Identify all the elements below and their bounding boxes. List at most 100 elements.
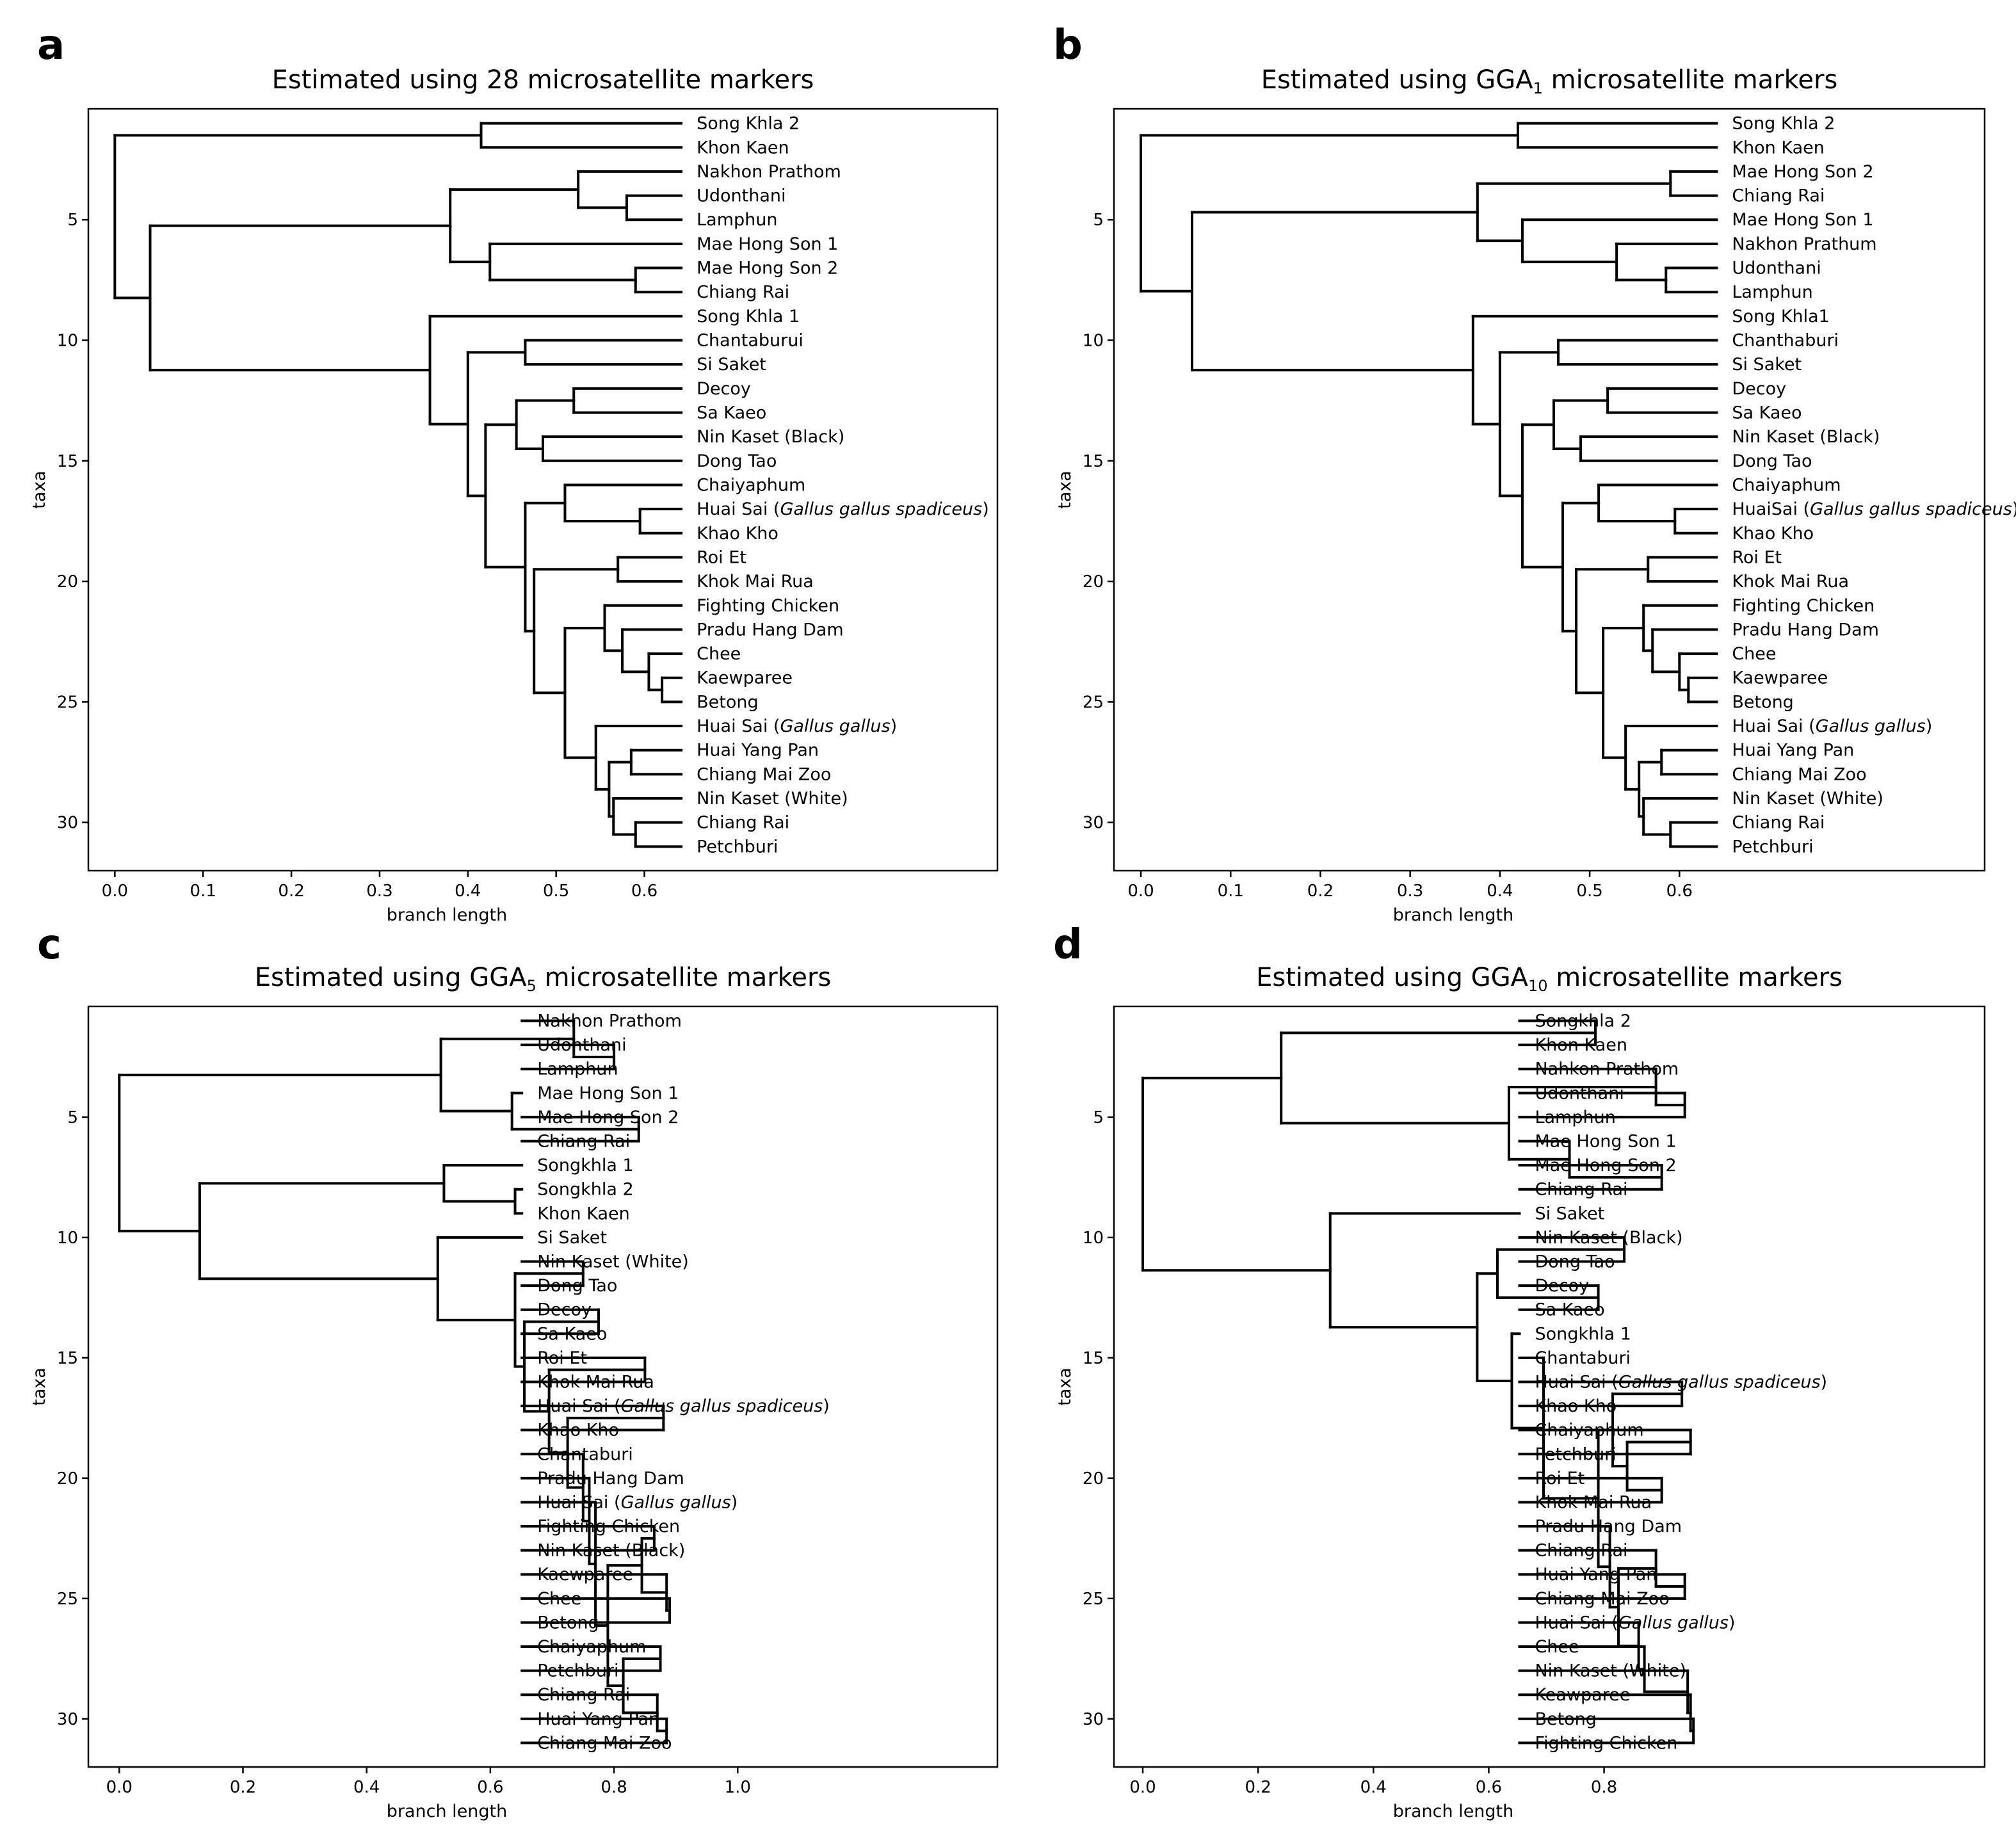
leaf-name: Petchburi [1535, 1444, 1616, 1464]
x-tick-label: 0.2 [230, 1778, 256, 1797]
leaf-name: Dong Tao [1732, 451, 1812, 471]
leaf-name: Chaiyaphum [537, 1637, 646, 1657]
leaf-name: Huai Sai ( [1535, 1613, 1618, 1633]
leaf-label: Fighting Chicken [1535, 1733, 1677, 1753]
leaf-name: Khok Mai Rua [1732, 572, 1849, 592]
leaf-name: Huai Sai ( [1535, 1372, 1618, 1392]
leaf-name: Dong Tao [537, 1276, 617, 1296]
x-tick-label: 0.2 [1307, 882, 1334, 901]
leaf-name: Chanthaburi [1732, 331, 1839, 351]
leaf-name: Chiang Mai Zoo [1732, 764, 1866, 784]
leaf-name: Dong Tao [697, 451, 777, 471]
leaf-species: Gallus gallus [621, 1492, 731, 1512]
leaf-name: Song Khla1 [1732, 307, 1830, 327]
leaf-label: Udonthani [1732, 259, 1821, 278]
leaf-label: Song Khla 1 [697, 307, 800, 327]
y-tick-label: 10 [1083, 332, 1104, 351]
leaf-label: Huai Sai (Gallus gallus spadiceus) [537, 1396, 830, 1416]
panel-letter: d [1053, 921, 1083, 969]
y-tick-label: 25 [1083, 1590, 1104, 1609]
leaf-label: Si Saket [1732, 355, 1802, 375]
x-tick-label: 0.6 [477, 1778, 503, 1797]
x-tick-label: 0.0 [1127, 882, 1154, 901]
leaf-label: Chiang Rai [537, 1132, 630, 1152]
leaf-name: Chantaburi [537, 1444, 633, 1464]
leaf-label: Betong [1535, 1709, 1597, 1729]
y-tick-label: 10 [57, 1229, 78, 1248]
leaf-label: Betong [537, 1613, 599, 1633]
leaf-label: Lamphun [1732, 282, 1812, 302]
leaf-name: Huai Yang Pan [1732, 741, 1854, 761]
leaf-name: Chiang Mai Zoo [1535, 1589, 1669, 1609]
y-tick-label: 25 [57, 693, 78, 712]
leaf-name: Chiang Rai [537, 1685, 630, 1705]
leaf-label: Chee [537, 1589, 581, 1609]
title-subscript: 5 [527, 977, 536, 995]
plot-frame [1113, 108, 1986, 872]
leaf-name: Chaiyaphum [1732, 475, 1841, 495]
leaf-label: Chaiyaphum [537, 1637, 646, 1657]
x-axis-title: branch length [1393, 1802, 1514, 1821]
panel-title: Estimated using GGA10 microsatellite mar… [1256, 963, 1843, 995]
leaf-label: Chiang Rai [1732, 186, 1825, 206]
leaf-label: Decoy [697, 379, 751, 399]
leaf-name: Khao Kho [1535, 1396, 1617, 1416]
leaf-label: Petchburi [1535, 1444, 1616, 1464]
leaf-label: Huai Sai (Gallus gallus spadiceus) [697, 499, 989, 519]
x-tick-label: 0.8 [1591, 1778, 1617, 1797]
leaf-label: Dong Tao [1535, 1252, 1615, 1272]
leaf-label: Roi Et [537, 1348, 587, 1368]
leaf-name: Mae Hong Son 1 [697, 234, 838, 254]
leaf-name: Huai Sai ( [537, 1396, 620, 1416]
leaf-label: Chantaburui [697, 331, 803, 351]
leaf-label: Song Khla 2 [1732, 114, 1835, 134]
leaf-name: Khon Kaen [537, 1204, 630, 1223]
leaf-name: Mae Hong Son 2 [537, 1108, 679, 1127]
leaf-label: Nahkon Prathom [1535, 1060, 1679, 1079]
x-tick-label: 0.2 [278, 882, 304, 901]
leaf-label: Chiang Rai [697, 813, 789, 833]
leaf-label: Chee [1732, 644, 1776, 664]
leaf-label: Nin Kaset (Black) [1732, 427, 1880, 447]
leaf-name: Sa Kaeo [537, 1324, 607, 1344]
y-tick-label: 5 [1093, 1108, 1104, 1127]
leaf-name: Lamphun [537, 1060, 618, 1079]
leaf-label: Petchburi [1732, 837, 1813, 857]
leaf-label: Songkhla 2 [537, 1180, 633, 1200]
leaf-label: Huai Yang Pan [697, 741, 819, 761]
leaf-name: Keawparee [1535, 1685, 1630, 1705]
leaf-label: Chantaburi [537, 1444, 633, 1464]
y-tick-label: 25 [57, 1590, 78, 1609]
leaf-name: Betong [1732, 692, 1794, 712]
y-tick-label: 15 [57, 1349, 78, 1368]
panel-d: d Estimated using GGA10 microsatellite ma… [1053, 921, 1986, 1821]
leaf-label: Mae Hong Son 2 [537, 1108, 679, 1127]
leaf-name: Decoy [697, 379, 751, 399]
plot-frame [87, 1005, 999, 1768]
leaf-label: Mae Hong Son 1 [697, 234, 838, 254]
leaf-label: Khao Kho [697, 524, 778, 544]
leaf-name: Lamphun [1732, 282, 1812, 302]
leaf-name: Mae Hong Son 1 [1732, 210, 1873, 230]
leaf-name: Huai Sai ( [697, 499, 780, 519]
leaf-label: Khao Kho [1732, 524, 1814, 544]
leaf-label: Pradu Hang Dam [697, 620, 844, 640]
leaf-name: Chaiyaphum [1535, 1421, 1643, 1440]
leaf-label: Decoy [1535, 1276, 1589, 1296]
leaf-suffix: ) [891, 716, 898, 736]
y-tick-label: 20 [1083, 1469, 1104, 1488]
leaf-name: Chiang Rai [1732, 186, 1825, 206]
leaf-name: Khao Kho [537, 1421, 619, 1440]
leaf-name: Nin Kaset (Black) [1535, 1228, 1682, 1248]
leaf-label: Nin Kaset (Black) [537, 1541, 685, 1561]
leaf-name: Decoy [1732, 379, 1786, 399]
leaf-label: Pradu Hang Dam [1732, 620, 1879, 640]
panel-letter: a [37, 22, 65, 69]
leaf-label: Mae Hong Son 2 [1732, 162, 1873, 182]
leaf-label: Udonthani [697, 186, 786, 206]
y-axis-title: taxa [1055, 1367, 1075, 1406]
leaf-name: Udonthani [697, 186, 786, 206]
title-main: Estimated using 28 microsatellite marker… [272, 65, 814, 95]
leaf-label: Chaiyaphum [1732, 475, 1841, 495]
leaf-name: Khao Kho [697, 524, 778, 544]
